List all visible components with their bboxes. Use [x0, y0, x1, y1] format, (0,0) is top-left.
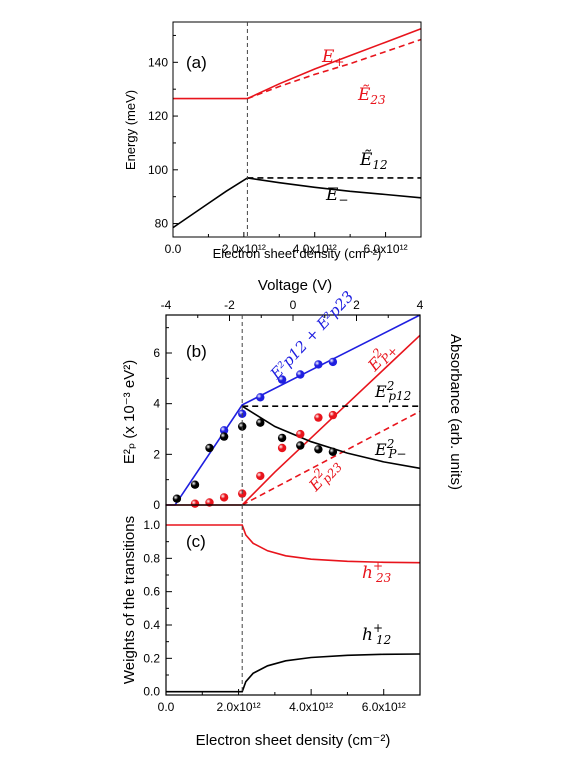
data-point-red	[314, 413, 323, 422]
panel-a-frame	[172, 21, 422, 238]
panel-c-frame	[165, 504, 421, 696]
panel-c-series-line	[166, 653, 421, 693]
y-tick-label: 0.2	[143, 651, 160, 665]
data-point-black	[238, 422, 247, 431]
y-tick-label: 0.8	[143, 551, 160, 565]
x-tick-label: 2.0x10¹²	[222, 242, 266, 256]
panel-c-xaxis-title: Electron sheet density (cm⁻²)	[196, 732, 391, 749]
y-tick-label: 2	[153, 447, 160, 461]
data-point-black	[205, 443, 214, 453]
panel-b-label: (b)	[186, 342, 207, 361]
annotation-h23: h+ 23	[362, 559, 392, 585]
data-point-black	[314, 445, 323, 454]
absorbance-axis-title: Absorbance (arb. units)	[447, 334, 464, 490]
y-tick-label: 6	[153, 346, 160, 360]
panel-a-xaxis-title: Electron sheet density (cm⁻²)	[213, 246, 382, 261]
data-point-black	[296, 441, 305, 450]
data-point-black	[256, 418, 265, 427]
y-tick-label: 0	[153, 498, 160, 512]
panel-a-series-line	[173, 27, 422, 100]
panel-a-ticks: 0.0 2.0x10¹² 4.0x10¹² 6.0x10¹² 80 100 120 140	[148, 34, 422, 256]
data-point-red	[277, 443, 287, 453]
annotation-e-plus: E+	[321, 47, 344, 69]
data-point-red	[219, 493, 229, 502]
y-tick-label: 1.0	[143, 518, 160, 532]
x-tick-label: 0.0	[165, 242, 182, 256]
x-tick-label: 2.0x10¹²	[217, 700, 261, 714]
panel-a: 0.0 2.0x10¹² 4.0x10¹² 6.0x10¹² 80 100 120 140 (…	[123, 21, 422, 261]
voltage-axis-title: Voltage (V)	[258, 277, 332, 294]
data-point-red	[190, 499, 200, 508]
panel-a-label: (a)	[186, 53, 207, 72]
annotation-e-minus: E−	[325, 185, 348, 207]
data-point-black	[190, 480, 200, 489]
critical-density-guides	[241, 22, 248, 695]
annotation-h12: h+ 12	[362, 621, 391, 647]
voltage-tick-label: -4	[161, 298, 172, 312]
data-point-black	[328, 447, 338, 456]
panel-b-series-line	[241, 410, 421, 506]
y-tick-label: 0.0	[143, 685, 160, 699]
annotation-ep-minus: E2 P−	[374, 437, 406, 461]
data-point-blue	[314, 360, 323, 369]
panel-a-series-line	[247, 38, 422, 100]
data-point-blue	[219, 426, 229, 435]
voltage-tick-label: 0	[290, 298, 297, 312]
x-tick-label: 6.0x10¹²	[364, 242, 408, 256]
x-tick-label: 4.0x10¹²	[289, 700, 333, 714]
x-tick-label: 6.0x10¹²	[362, 700, 406, 714]
x-tick-label: 0.0	[158, 700, 175, 714]
panel-c-series	[166, 524, 421, 693]
weights-axis-title: Weights of the transitions	[121, 516, 138, 684]
energy-axis-title: Energy (meV)	[123, 90, 138, 170]
annotation-ep12: E2 p12	[374, 379, 411, 403]
data-point-red	[296, 429, 305, 439]
data-point-red	[328, 410, 338, 420]
y-tick-label: 100	[148, 163, 168, 177]
y-tick-label: 80	[155, 217, 169, 231]
y-tick-label: 4	[153, 397, 160, 411]
panel-c-series-line	[166, 524, 421, 564]
panel-b: 0 2 4 6 -4 -2 0 2 4 (b) Voltage (V) E²ₚ (x 10⁻³ …	[121, 277, 464, 512]
panel-a-series	[172, 27, 422, 229]
data-point-blue	[277, 375, 287, 384]
data-point-blue	[296, 370, 305, 379]
voltage-tick-label: -2	[224, 298, 235, 312]
data-point-black	[277, 433, 287, 443]
annotation-e23-tilde: Ẽ23	[357, 84, 386, 107]
data-point-blue	[256, 393, 265, 402]
y-tick-label: 0.6	[143, 585, 160, 599]
annotation-e12-tilde: Ẽ12	[359, 149, 388, 172]
panel-b-series-line	[241, 405, 421, 470]
panel-c-ticks: 0.0 0.2 0.4 0.6 0.8 1.0 0.0 2.0x10¹² 4.0x10¹² 6.0…	[143, 518, 421, 714]
panel-c-label: (c)	[186, 532, 206, 551]
y-tick-label: 0.4	[143, 618, 160, 632]
y-tick-label: 140	[148, 55, 168, 69]
x-tick-label: 4.0x10¹²	[293, 242, 337, 256]
y-tick-label: 120	[148, 109, 168, 123]
panel-c: 0.0 0.2 0.4 0.6 0.8 1.0 0.0 2.0x10¹² 4.0x10¹² 6.0…	[121, 504, 421, 749]
voltage-tick-label: 4	[417, 298, 424, 312]
data-point-black	[219, 432, 229, 441]
data-point-black	[172, 494, 182, 503]
data-point-red	[256, 471, 265, 481]
voltage-tick-label: 2	[353, 298, 360, 312]
annotation-ep23: E2p23	[302, 453, 345, 497]
data-point-blue	[328, 357, 338, 367]
annotation-ep-plus: E2P+	[361, 337, 401, 377]
panel-a-series-line	[172, 177, 422, 229]
ep-axis-title: E²ₚ (x 10⁻³ eV²)	[121, 360, 138, 464]
